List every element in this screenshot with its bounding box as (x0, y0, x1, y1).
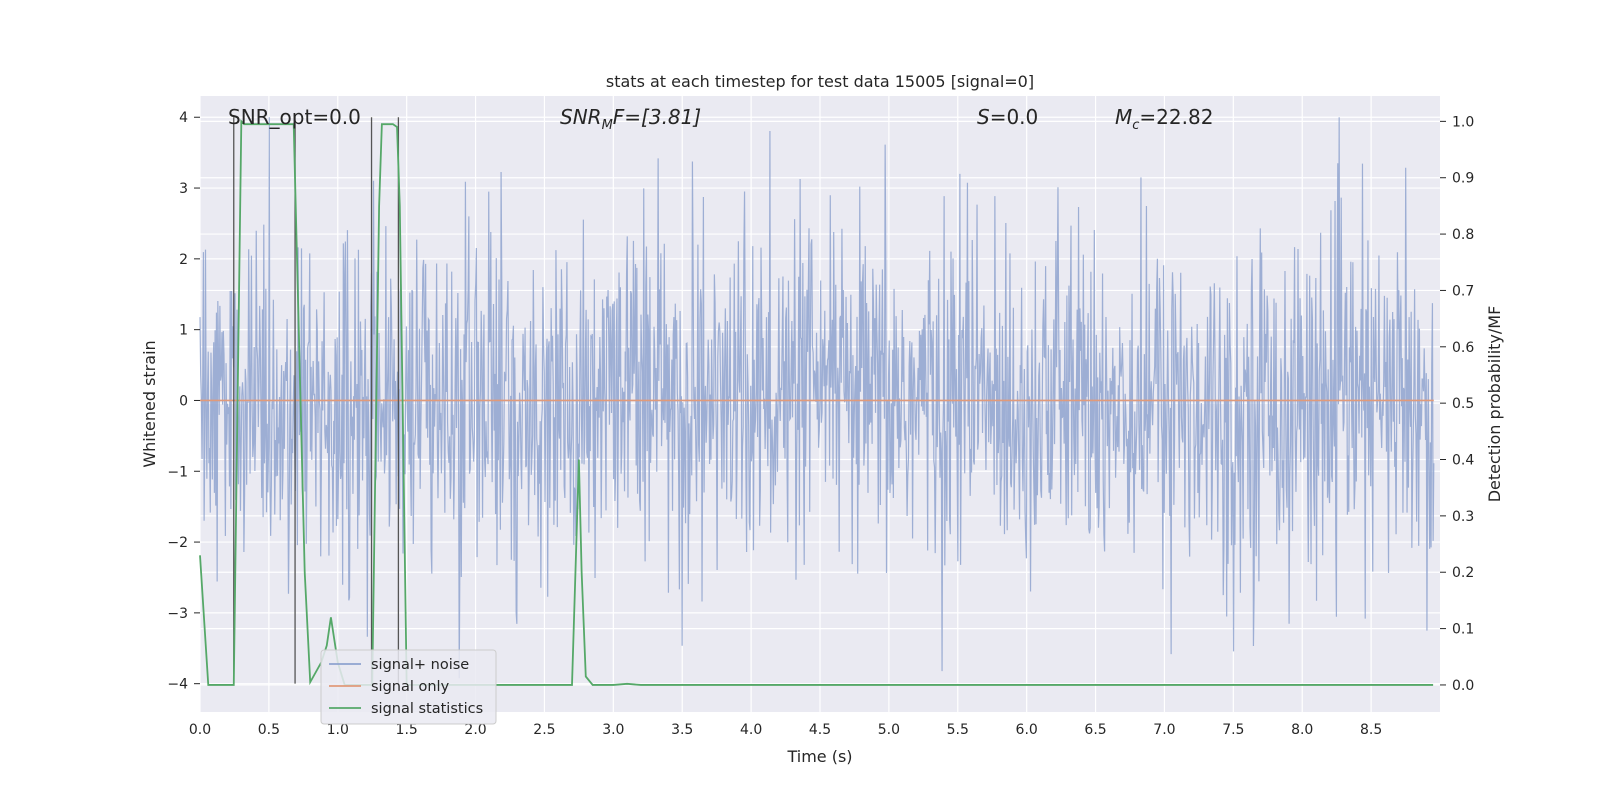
annotation-snr-mf: SNRMF=[3.81] (560, 105, 701, 133)
x-tick-label: 7.5 (1222, 722, 1244, 738)
x-tick-label: 1.0 (327, 722, 349, 738)
annotation-s: S=0.0 (977, 105, 1038, 129)
legend-label-signal-noise: signal+ noise (371, 657, 469, 673)
x-tick-label: 1.5 (396, 722, 418, 738)
x-tick-label: 3.0 (602, 722, 624, 738)
x-tick-label: 5.5 (947, 722, 969, 738)
x-tick-label: 4.5 (809, 722, 831, 738)
x-tick-label: 8.5 (1360, 722, 1382, 738)
y2-tick-label: 0.2 (1452, 565, 1474, 581)
y-tick-label: −4 (167, 677, 188, 693)
legend: signal+ noise signal only signal statist… (320, 649, 497, 725)
y2-tick-label: 0.0 (1452, 678, 1474, 694)
x-tick-label: 8.0 (1291, 722, 1313, 738)
signal-statistics-line (199, 119, 1434, 686)
series-signal-noise (199, 117, 1435, 679)
y-tick-label: 0 (179, 393, 188, 409)
legend-label-signal-only: signal only (371, 679, 450, 695)
x-axis-ticks: 0.0 0.5 1.0 1.5 2.0 2.5 3.0 3.5 4.0 4.5 5.0 5.5 6.0 6… (189, 722, 1382, 738)
y-tick-label: −3 (167, 606, 188, 622)
y2-tick-label: 0.1 (1452, 622, 1474, 638)
annotation-mc: Mc=22.82 (1115, 105, 1213, 133)
y-tick-label: 4 (179, 110, 188, 126)
legend-label-signal-statistics: signal statistics (371, 701, 483, 717)
x-tick-label: 2.5 (533, 722, 555, 738)
annotation-snr-opt: SNR_opt=0.0 (228, 105, 361, 129)
y2-axis-label: Detection probability/MF (1485, 306, 1504, 503)
y-tick-label: 3 (179, 181, 188, 197)
y-axis-ticks: −4 −3 −2 −1 0 1 2 3 4 (167, 110, 200, 693)
y-tick-label: 1 (179, 323, 188, 339)
series-signal-statistics (199, 119, 1434, 686)
x-tick-label: 6.0 (1016, 722, 1038, 738)
y2-tick-label: 0.5 (1452, 396, 1474, 412)
y2-tick-label: 0.6 (1452, 340, 1474, 356)
y2-tick-label: 0.9 (1452, 171, 1474, 187)
x-tick-label: 0.5 (258, 722, 280, 738)
x-tick-label: 7.0 (1153, 722, 1175, 738)
x-axis-label: Time (s) (786, 747, 852, 766)
x-tick-label: 3.5 (671, 722, 693, 738)
x-tick-label: 6.5 (1084, 722, 1106, 738)
y2-tick-label: 0.7 (1452, 283, 1474, 299)
y2-tick-label: 0.4 (1452, 453, 1474, 469)
y-tick-label: −2 (167, 535, 188, 551)
y-tick-label: −1 (167, 464, 188, 480)
y-tick-label: 2 (179, 252, 188, 268)
y2-tick-label: 0.3 (1452, 509, 1474, 525)
x-tick-label: 0.0 (189, 722, 211, 738)
y2-tick-label: 0.8 (1452, 227, 1474, 243)
y2-tick-label: 1.0 (1452, 114, 1474, 130)
legend-box (320, 649, 497, 725)
x-tick-label: 4.0 (740, 722, 762, 738)
y2-axis-ticks: 0.0 0.1 0.2 0.3 0.4 0.5 0.6 0.7 0.8 0.9 1.0 (1440, 114, 1474, 694)
chart-title: stats at each timestep for test data 150… (606, 72, 1034, 91)
signal-noise-line (199, 117, 1435, 679)
y-axis-label: Whitened strain (140, 340, 159, 467)
x-tick-label: 2.0 (464, 722, 486, 738)
x-tick-label: 5.0 (878, 722, 900, 738)
